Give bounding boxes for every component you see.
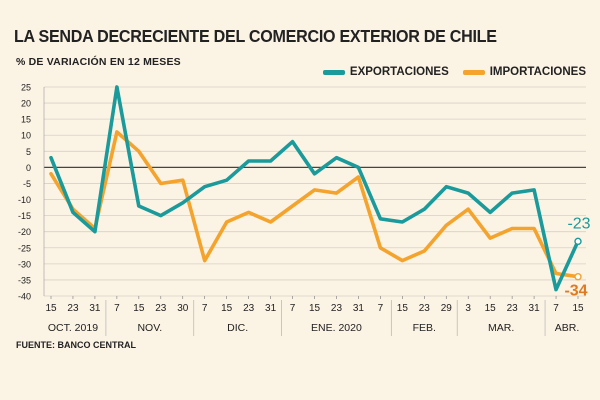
x-tick-label: 15 [572, 303, 584, 314]
y-tick-label: -10 [18, 195, 31, 205]
x-tick-label: 23 [67, 303, 79, 314]
month-label: MAR. [488, 322, 514, 334]
y-tick-label: -25 [18, 243, 31, 253]
x-tick-label: 23 [331, 303, 343, 314]
month-label: NOV. [137, 322, 162, 334]
y-tick-label: 20 [21, 99, 31, 109]
y-tick-label: -20 [18, 227, 31, 237]
month-label: DIC. [227, 322, 248, 334]
end-point-importaciones [574, 273, 582, 281]
legend-swatch-importaciones [462, 69, 485, 75]
legend-label-importaciones: IMPORTACIONES [489, 66, 586, 78]
x-tick-label: 31 [89, 303, 101, 314]
x-tick-label: 23 [155, 303, 167, 314]
x-tick-label: 31 [265, 303, 277, 314]
legend-swatch-exportaciones [322, 69, 345, 75]
x-tick-label: 29 [441, 303, 453, 314]
x-tick-label: 7 [378, 303, 384, 314]
y-tick-label: 5 [26, 147, 31, 157]
x-tick-label: 15 [485, 303, 497, 314]
y-tick-label: -30 [18, 259, 31, 269]
chart-title: LA SENDA DECRECIENTE DEL COMERCIO EXTERI… [14, 26, 497, 46]
y-tick-label: -15 [18, 211, 31, 221]
end-label-importaciones: -34 [564, 283, 587, 300]
series-line-importaciones [49, 130, 580, 279]
month-label: OCT. 2019 [48, 322, 98, 334]
x-tick-label: 23 [243, 303, 255, 314]
x-tick-label: 15 [133, 303, 145, 314]
y-tick-label: 0 [26, 163, 31, 173]
x-tick-label: 31 [353, 303, 365, 314]
x-tick-label: 31 [529, 303, 541, 314]
y-tick-label: -5 [23, 179, 31, 189]
x-tick-label: 7 [553, 303, 559, 314]
month-label: ENE. 2020 [311, 322, 362, 334]
chart-legend: EXPORTACIONES IMPORTACIONES [322, 66, 586, 78]
legend-item-exportaciones: EXPORTACIONES [322, 66, 449, 78]
x-tick-label: 23 [507, 303, 519, 314]
legend-item-importaciones: IMPORTACIONES [462, 66, 586, 78]
legend-label-exportaciones: EXPORTACIONES [349, 66, 449, 78]
y-tick-label: 10 [21, 131, 31, 141]
x-tick-label: 15 [221, 303, 233, 314]
x-tick-label: 15 [45, 303, 57, 314]
end-point-exportaciones [574, 237, 582, 246]
x-tick-label: 7 [202, 303, 208, 314]
x-tick-label: 7 [114, 303, 120, 314]
y-tick-label: -40 [18, 292, 31, 302]
x-tick-label: 3 [465, 303, 471, 314]
y-tick-label: 15 [21, 115, 31, 125]
x-tick-label: 23 [419, 303, 431, 314]
x-tick-label: 15 [309, 303, 321, 314]
month-label: ABR. [555, 322, 580, 334]
y-tick-label: -35 [18, 275, 31, 285]
x-tick-label: 15 [397, 303, 409, 314]
end-label-exportaciones: -23 [567, 215, 590, 232]
series-line-exportaciones [49, 85, 580, 292]
month-label: FEB. [413, 322, 436, 334]
x-tick-label: 30 [177, 303, 189, 314]
chart-subtitle: % DE VARIACIÓN EN 12 MESES [16, 56, 181, 68]
y-tick-label: 25 [21, 83, 31, 93]
x-tick-label: 7 [290, 303, 296, 314]
source-note: FUENTE: BANCO CENTRAL [16, 340, 136, 350]
